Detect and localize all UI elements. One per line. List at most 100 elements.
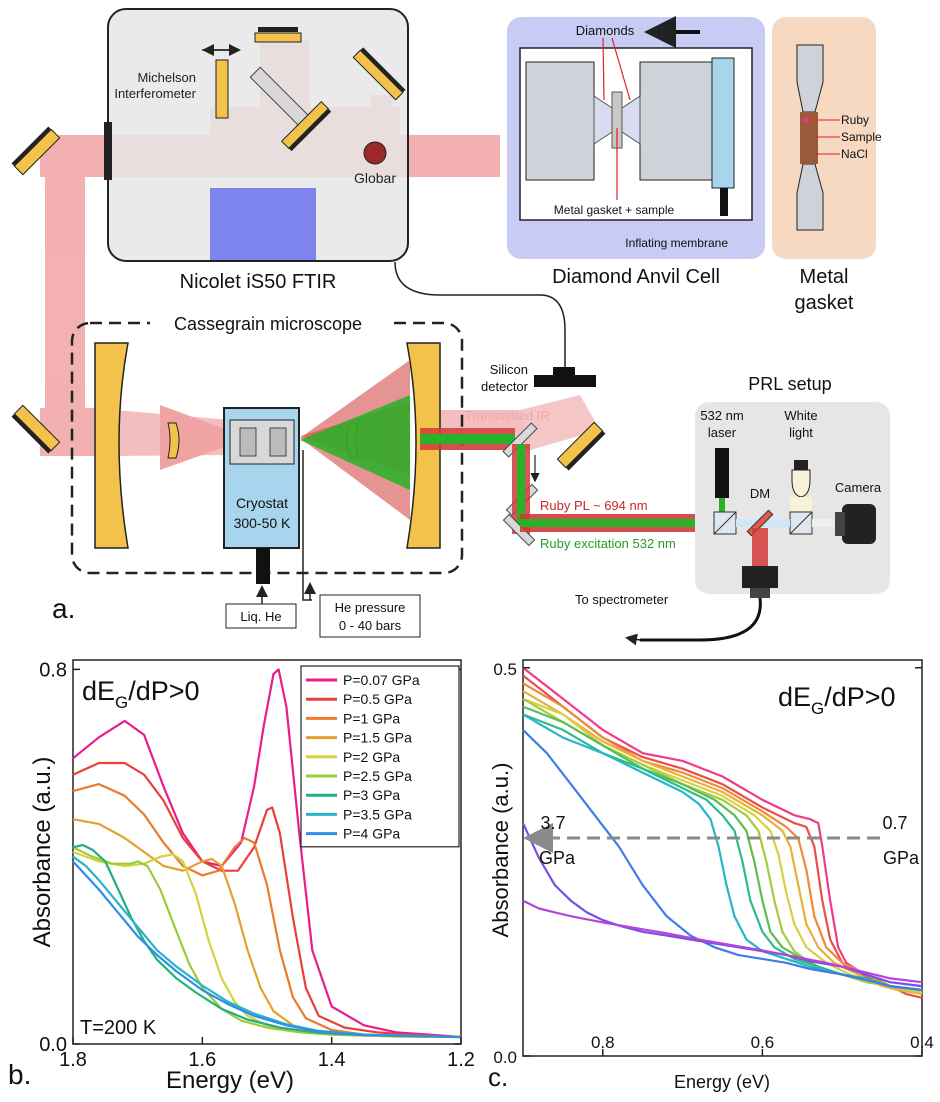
chart-c-xtick-label: 0.4 [910, 1033, 934, 1052]
green-excitation-beam [520, 519, 720, 527]
ftir-title: Nicolet iS50 FTIR [180, 271, 337, 293]
ftir-electronics-block [210, 188, 316, 260]
chart-c-xtick-label: 0.6 [751, 1033, 775, 1052]
chart-c-series-11 [522, 899, 923, 984]
chart-b-series-5 [72, 846, 462, 1039]
white-label-2: light [789, 425, 813, 440]
liq-he-box [225, 603, 297, 629]
detector-cable [394, 261, 566, 375]
chart-c-ticks: 0.8 0.6 0.4 0.0 0.5 [493, 660, 933, 1067]
moving-mirror [215, 59, 229, 119]
chart-b-series-1 [72, 761, 462, 1039]
diamond-anvil-cell: Diamonds Metal gasket + sample Inflating… [507, 16, 765, 288]
fiber-coupler [742, 566, 778, 588]
fixed-mirror [254, 32, 302, 43]
ir-return-mirror [556, 421, 606, 471]
legend-label-7: P=3.5 GPa [343, 806, 412, 822]
chart-b-annotation: dEG/dP>0 [82, 676, 200, 712]
globar-mirror [352, 47, 406, 101]
dm-label: DM [750, 486, 770, 501]
inflating-membrane [711, 57, 735, 189]
chart-b-xlabel: Energy (eV) [166, 1067, 294, 1094]
cryostat-title: Cryostat [236, 495, 288, 511]
chart-b-panel-label: b. [8, 1059, 31, 1090]
diamonds-label: Diamonds [576, 23, 635, 38]
ftir-box: Globar Michelson Interferometer Nicolet … [104, 8, 409, 293]
prl-title: PRL setup [748, 374, 831, 394]
flip-mirror [502, 422, 538, 458]
chart-c-xlabel: Energy (eV) [674, 1072, 770, 1092]
chart-c: 0.8 0.6 0.4 0.0 0.5 3.7 GPa 0.7 GPa dEG/dP>0… [488, 659, 934, 1092]
chart-b-ylabel: Absorbance (a.u.) [29, 757, 56, 948]
arrow-left-value: 3.7 [540, 813, 565, 833]
chart-c-ytick-label: 0.5 [493, 660, 517, 679]
legend-label-3: P=1.5 GPa [343, 730, 412, 746]
gasket-title-2: gasket [795, 292, 854, 314]
chart-b-series-8 [72, 860, 462, 1039]
chart-c-series-9 [522, 729, 923, 992]
cassegrain-title: Cassegrain microscope [174, 314, 362, 334]
spectrometer-fiber [640, 597, 762, 642]
arrow-right-unit: GPa [883, 848, 920, 868]
gasket-sample-text: Sample [841, 130, 882, 144]
chart-b-series-0 [72, 668, 462, 1039]
he-pressure-box [319, 594, 421, 638]
legend-label-2: P=1 GPa [343, 710, 400, 726]
chart-c-ytick-label: 0.0 [493, 1048, 517, 1067]
chart-c-annotation: dEG/dP>0 [778, 682, 896, 718]
prl-setup: PRL setup 532 nm laser White light DM [575, 374, 890, 646]
spectrometer-label: To spectrometer [575, 592, 669, 607]
silicon-detector [534, 375, 596, 387]
left-bottom-mirror [11, 404, 61, 454]
chart-b-legend: P=0.07 GPa P=0.5 GPa P=1 GPa P=1.5 GPa P=2 G… [300, 665, 460, 848]
chart-b: 1.8 1.6 1.4 1.2 0.0 0.8 dEG/dP>0 T=200 K Ener… [8, 659, 475, 1094]
dac-title: Diamond Anvil Cell [552, 266, 720, 288]
gasket-ruby-label: Ruby [841, 113, 869, 127]
chart-b-series-group [72, 668, 462, 1039]
chart-b-xtick-label: 1.8 [59, 1049, 87, 1071]
chart-c-ylabel: Absorbance (a.u.) [488, 763, 513, 938]
arrow-left-unit: GPa [539, 848, 576, 868]
panel-a-label: a. [52, 593, 75, 624]
ruby-exc-label: Ruby excitation 532 nm [540, 536, 676, 551]
transmitted-ir-label: Transmitted IR [465, 408, 550, 423]
michelson-label-1: Michelson [137, 70, 196, 85]
cryostat: Cryostat 300-50 K [223, 407, 300, 584]
white-light-lamp [791, 469, 811, 498]
left-top-mirror [11, 126, 61, 176]
chart-b-ytick-label: 0.8 [39, 659, 67, 681]
green-cone [300, 395, 410, 490]
liq-he-label: Liq. He [240, 609, 281, 624]
laser-label-2: laser [708, 425, 737, 440]
cassegrain-secondary-left [167, 422, 180, 459]
michelson-label-2: Interferometer [114, 86, 196, 101]
camera-label: Camera [835, 480, 882, 495]
metal-gasket: Ruby Sample NaCl Metal gasket [772, 17, 882, 314]
laser-label-1: 532 nm [700, 408, 743, 423]
detector-label-1: Silicon [490, 362, 528, 377]
gasket-title-1: Metal [800, 266, 849, 288]
chart-b-series-2 [72, 783, 462, 1039]
ftir-window [104, 122, 112, 180]
legend-label-4: P=2 GPa [343, 749, 400, 765]
cryostat-range: 300-50 K [234, 515, 291, 531]
gasket-nacl-label: NaCl [841, 147, 868, 161]
he-pressure-range: 0 - 40 bars [339, 618, 402, 633]
chart-c-panel-label: c. [488, 1062, 508, 1092]
detector-label-2: detector [481, 379, 529, 394]
chart-b-xtick-label: 1.4 [318, 1049, 346, 1071]
chart-b-series-6 [72, 843, 462, 1039]
arrow-right-value: 0.7 [882, 813, 907, 833]
cassegrain-primary-left [94, 342, 129, 549]
camera [842, 504, 876, 544]
white-label-1: White [784, 408, 817, 423]
laser-532 [715, 448, 729, 498]
he-pressure-label: He pressure [335, 600, 406, 615]
chart-b-xtick-label: 1.6 [188, 1049, 216, 1071]
membrane-label: Inflating membrane [625, 236, 728, 250]
chart-c-xtick-label: 0.8 [591, 1033, 615, 1052]
legend-label-0: P=0.07 GPa [343, 672, 420, 688]
chart-b-ticks: 1.8 1.6 1.4 1.2 0.0 0.8 [39, 659, 475, 1071]
